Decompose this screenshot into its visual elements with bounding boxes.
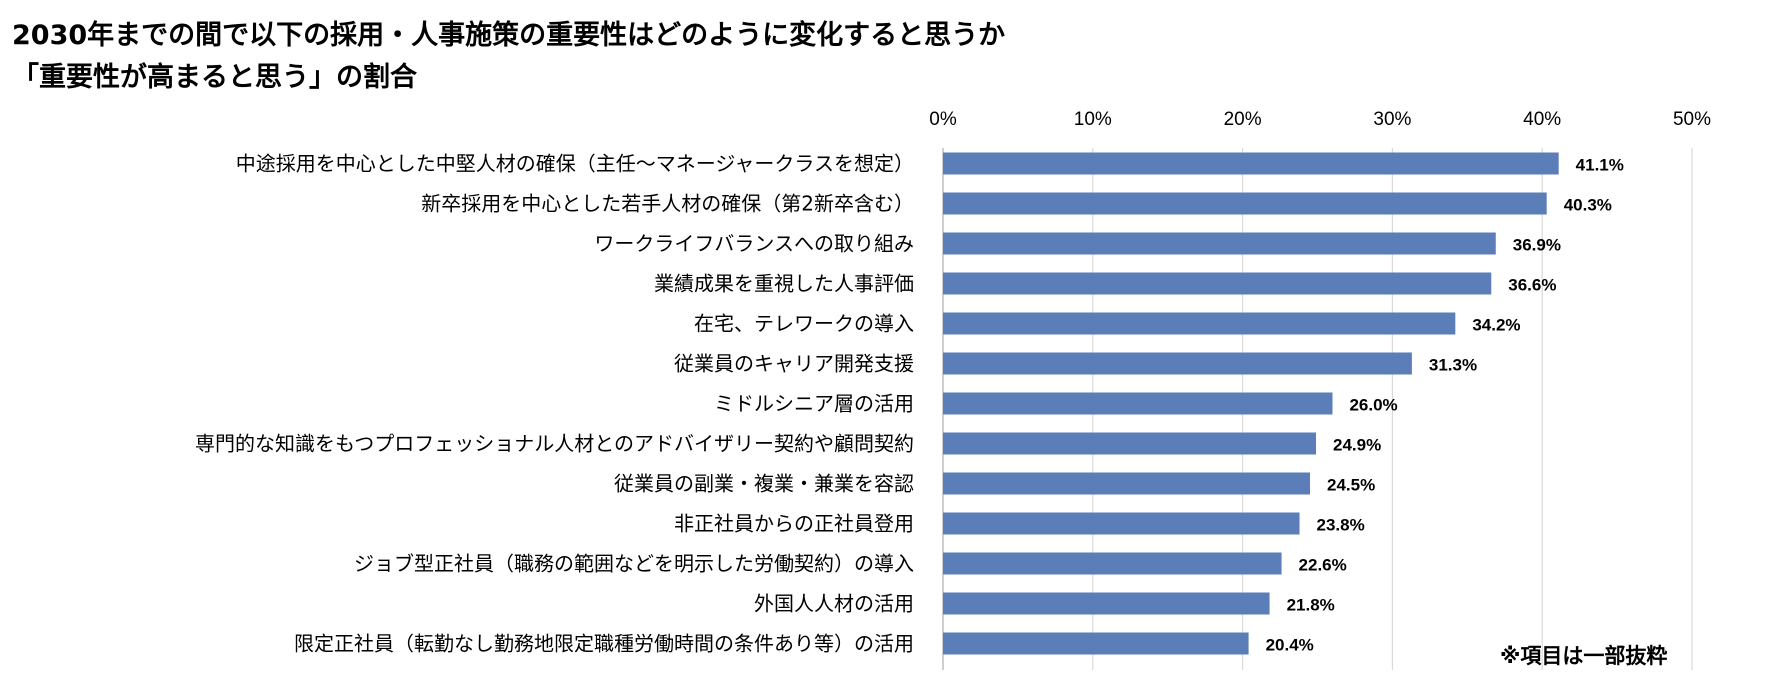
x-tick-label: 0% — [929, 109, 957, 130]
bar — [943, 592, 1270, 615]
value-label: 21.8% — [1287, 596, 1335, 615]
value-label: 34.2% — [1472, 316, 1520, 335]
bar — [943, 432, 1317, 455]
category-label: 業績成果を重視した人事評価 — [654, 272, 914, 296]
value-label: 22.6% — [1299, 556, 1347, 575]
category-label: 外国人人材の活用 — [754, 592, 914, 616]
x-tick-label: 50% — [1673, 109, 1711, 130]
bar — [943, 552, 1282, 575]
category-label: 新卒採用を中心とした若手人材の確保（第2新卒含む） — [421, 192, 914, 216]
x-tick-label: 30% — [1373, 109, 1411, 130]
category-labels: 中途採用を中心とした中堅人材の確保（主任～マネージャークラスを想定） 新卒採用を中… — [195, 152, 914, 656]
bar — [943, 392, 1333, 415]
x-tick-label: 10% — [1074, 109, 1112, 130]
category-label: ミドルシニア層の活用 — [714, 392, 914, 416]
category-label: 非正社員からの正社員登用 — [674, 512, 914, 536]
bar — [943, 272, 1492, 295]
value-label: 41.1% — [1576, 156, 1624, 175]
value-label: 26.0% — [1349, 396, 1397, 415]
category-label: 専門的な知識をもつプロフェッショナル人材とのアドバイザリー契約や顧問契約 — [195, 432, 914, 456]
value-label: 23.8% — [1317, 516, 1365, 535]
value-label: 24.5% — [1327, 476, 1375, 495]
chart-subtitle: 「重要性が高まると思う」の割合 — [12, 62, 417, 93]
footnote: ※項目は一部抜粋 — [1500, 644, 1668, 668]
value-label: 20.4% — [1266, 636, 1314, 655]
x-tick-label: 40% — [1523, 109, 1561, 130]
bar — [943, 192, 1547, 215]
category-label: ジョブ型正社員（職務の範囲などを明示した労働契約）の導入 — [354, 552, 914, 576]
bar — [943, 312, 1456, 335]
chart-title: 2030年までの間で以下の採用・人事施策の重要性はどのように変化すると思うか — [12, 20, 1006, 51]
x-tick-label: 20% — [1224, 109, 1262, 130]
category-label: 在宅、テレワークの導入 — [694, 312, 914, 336]
value-label: 36.6% — [1508, 276, 1556, 295]
bar — [943, 152, 1559, 175]
bar — [943, 352, 1412, 375]
bar — [943, 632, 1249, 655]
category-label: 従業員の副業・複業・兼業を容認 — [614, 472, 914, 496]
category-label: 限定正社員（転勤なし勤務地限定職種労働時間の条件あり等）の活用 — [294, 632, 914, 656]
bar — [943, 472, 1311, 495]
value-label: 24.9% — [1333, 436, 1381, 455]
category-label: 従業員のキャリア開発支援 — [674, 352, 914, 376]
category-label: ワークライフバランスへの取り組み — [594, 232, 914, 256]
bars — [943, 152, 1559, 655]
value-label: 36.9% — [1513, 236, 1561, 255]
value-label: 40.3% — [1564, 196, 1612, 215]
category-label: 中途採用を中心とした中堅人材の確保（主任～マネージャークラスを想定） — [236, 152, 914, 176]
value-labels: 41.1% 40.3% 36.9% 36.6% 34.2% 31.3% 26.0% 24.9%… — [1266, 156, 1624, 655]
value-label: 31.3% — [1429, 356, 1477, 375]
bar — [943, 232, 1496, 255]
bar — [943, 512, 1300, 535]
x-axis-ticks: 0% 10% 20% 30% 40% 50% — [929, 109, 1711, 130]
